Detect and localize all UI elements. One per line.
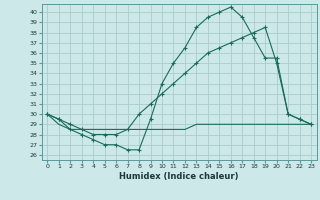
X-axis label: Humidex (Indice chaleur): Humidex (Indice chaleur) [119, 172, 239, 181]
